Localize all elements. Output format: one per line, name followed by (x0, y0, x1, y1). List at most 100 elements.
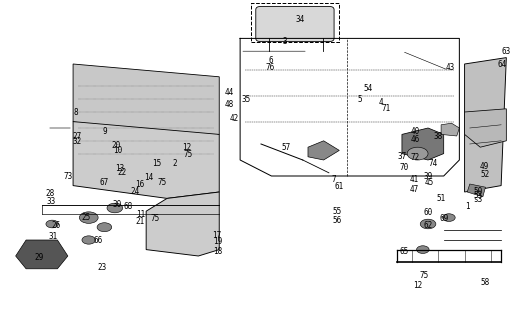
Text: 20: 20 (111, 141, 121, 150)
Text: 66: 66 (93, 236, 103, 245)
Text: 4: 4 (379, 98, 383, 107)
Text: 12: 12 (413, 281, 422, 290)
Text: 69: 69 (439, 214, 448, 223)
Text: 61: 61 (335, 182, 344, 191)
Polygon shape (467, 184, 485, 197)
Text: 21: 21 (135, 217, 145, 226)
Text: 27: 27 (73, 132, 82, 140)
Bar (251, 3, 339, 42)
Text: 46: 46 (410, 135, 420, 144)
Text: 64: 64 (497, 60, 507, 68)
Text: 47: 47 (409, 185, 419, 194)
Text: 33: 33 (46, 197, 55, 206)
Circle shape (417, 246, 429, 253)
Text: 23: 23 (97, 263, 106, 272)
Circle shape (79, 212, 98, 223)
Circle shape (420, 219, 436, 229)
Polygon shape (16, 240, 68, 269)
Polygon shape (465, 58, 506, 192)
Text: 74: 74 (429, 159, 438, 168)
Text: 25: 25 (81, 213, 91, 222)
Text: 30: 30 (113, 200, 122, 209)
Text: 45: 45 (424, 178, 434, 187)
Text: 3: 3 (282, 37, 287, 46)
Polygon shape (402, 128, 444, 160)
Text: 52: 52 (481, 170, 490, 179)
Text: 70: 70 (400, 163, 409, 172)
Text: 68: 68 (123, 202, 133, 211)
Text: 65: 65 (400, 247, 409, 256)
Text: 35: 35 (242, 95, 251, 104)
Polygon shape (73, 122, 219, 198)
Text: 72: 72 (411, 153, 420, 162)
Text: 34: 34 (295, 15, 305, 24)
Text: 39: 39 (423, 172, 433, 180)
Circle shape (107, 203, 123, 213)
FancyBboxPatch shape (256, 6, 334, 42)
Polygon shape (308, 141, 339, 160)
Text: 37: 37 (397, 152, 407, 161)
Text: 62: 62 (423, 221, 433, 230)
Polygon shape (441, 123, 459, 136)
Text: 22: 22 (117, 168, 126, 177)
Circle shape (407, 147, 428, 160)
Text: 24: 24 (130, 188, 139, 196)
Text: 18: 18 (213, 247, 223, 256)
Text: 16: 16 (135, 180, 145, 188)
Polygon shape (73, 64, 219, 134)
Text: 19: 19 (213, 237, 223, 246)
Text: 50: 50 (473, 188, 482, 196)
Text: 14: 14 (144, 173, 153, 182)
Text: 58: 58 (481, 278, 490, 287)
Text: 71: 71 (382, 104, 391, 113)
Text: 40: 40 (410, 127, 420, 136)
Text: 9: 9 (102, 127, 106, 136)
Text: 56: 56 (332, 216, 341, 225)
Text: 29: 29 (34, 253, 44, 262)
Text: 75: 75 (151, 214, 160, 223)
Text: 17: 17 (212, 231, 221, 240)
Text: 49: 49 (480, 162, 489, 171)
Text: 1: 1 (465, 202, 469, 211)
Text: 28: 28 (45, 189, 54, 198)
Text: 51: 51 (436, 194, 446, 203)
Text: 32: 32 (72, 137, 81, 146)
Circle shape (82, 236, 96, 244)
Text: 57: 57 (281, 143, 291, 152)
Text: 26: 26 (52, 221, 61, 230)
Circle shape (97, 223, 112, 232)
Text: 7: 7 (332, 175, 336, 184)
Text: 10: 10 (113, 146, 122, 155)
Text: 76: 76 (265, 63, 275, 72)
Polygon shape (465, 109, 506, 147)
Text: 5: 5 (358, 95, 362, 104)
Text: 54: 54 (363, 84, 373, 92)
Text: s3: s3 (473, 195, 483, 204)
Text: 31: 31 (49, 232, 58, 241)
Text: 8: 8 (74, 108, 78, 116)
Text: 44: 44 (225, 88, 234, 97)
Polygon shape (146, 192, 219, 256)
Text: 6: 6 (268, 56, 272, 65)
Text: 15: 15 (152, 159, 161, 168)
Text: 63: 63 (502, 47, 511, 56)
Text: 60: 60 (423, 208, 433, 217)
Text: 38: 38 (434, 132, 443, 140)
Text: 41: 41 (409, 175, 419, 184)
Text: 55: 55 (332, 207, 341, 216)
Text: 75: 75 (420, 271, 429, 280)
Text: 75: 75 (183, 150, 193, 159)
Text: 13: 13 (115, 164, 125, 172)
Text: 67: 67 (100, 178, 109, 187)
Text: 11: 11 (136, 210, 146, 219)
Text: 12: 12 (182, 143, 192, 152)
Text: 2: 2 (173, 159, 177, 168)
Circle shape (46, 220, 58, 228)
Text: 43: 43 (445, 63, 455, 72)
Text: 53: 53 (473, 191, 483, 200)
Text: 42: 42 (229, 114, 239, 123)
Text: 73: 73 (63, 172, 73, 180)
Text: 48: 48 (225, 100, 234, 108)
Circle shape (443, 214, 455, 221)
Text: 75: 75 (157, 178, 167, 187)
